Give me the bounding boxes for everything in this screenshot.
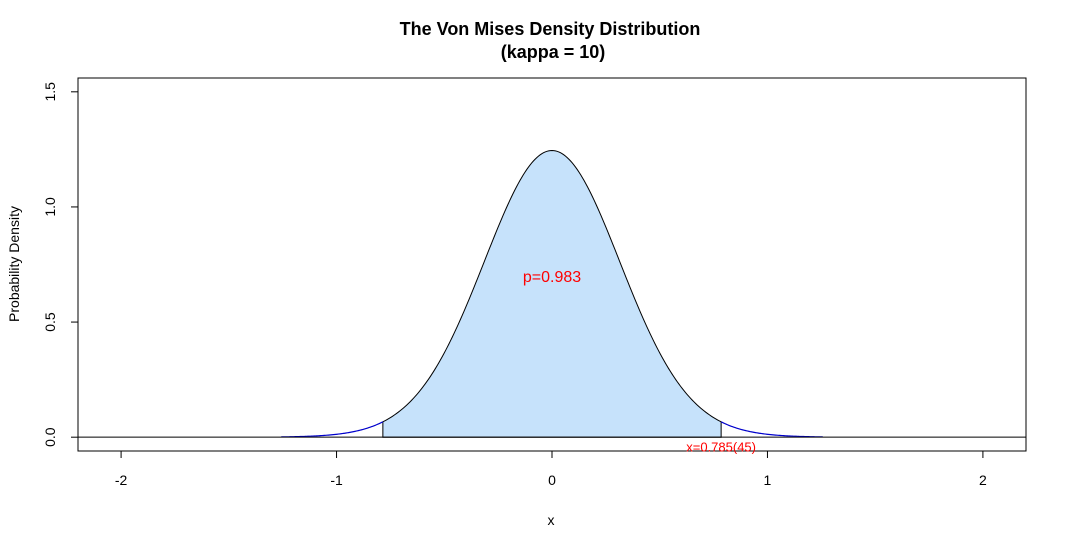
x-tick-label: -1 — [330, 472, 343, 488]
x-axis-label: x — [548, 512, 555, 528]
y-tick-label: 0.0 — [42, 427, 58, 447]
x-tick-label: 0 — [548, 472, 556, 488]
x-tick-label: 2 — [979, 472, 987, 488]
y-tick-label: 1.0 — [42, 197, 58, 217]
x-tick-label: 1 — [764, 472, 772, 488]
x-value-annotation: x=0.785(45) — [686, 439, 756, 454]
y-axis: 0.0 0.5 1.0 1.5 — [42, 82, 78, 447]
y-axis-label: Probability Density — [6, 206, 22, 322]
y-tick-label: 1.5 — [42, 82, 58, 102]
probability-annotation: p=0.983 — [523, 269, 581, 286]
chart-subtitle: (kappa = 10) — [501, 42, 606, 62]
chart-title: The Von Mises Density Distribution — [400, 19, 701, 39]
curve-left-tail — [281, 421, 384, 438]
plot-area — [78, 150, 1026, 438]
x-axis: -2 -1 0 1 2 — [115, 450, 987, 488]
shaded-area — [382, 150, 722, 438]
curve-right-tail — [720, 421, 823, 438]
y-tick-label: 0.5 — [42, 312, 58, 332]
x-tick-label: -2 — [115, 472, 128, 488]
